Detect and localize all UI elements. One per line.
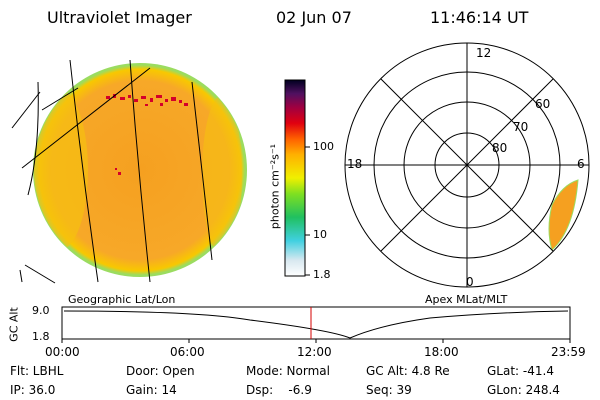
gain-info: Gain: 14 <box>126 383 177 397</box>
glon-info: GLon: 248.4 <box>487 383 560 397</box>
filter-info: Flt: LBHL <box>10 364 64 378</box>
colorbar <box>284 79 306 277</box>
time-label: 11:46:14 UT <box>430 8 529 27</box>
mlt-label-12: 12 <box>476 46 492 60</box>
altitude-plot <box>61 306 571 343</box>
uv-image-disk <box>33 63 247 277</box>
mlt-label-0: 0 <box>466 275 474 289</box>
lat-label-80: 80 <box>492 141 508 155</box>
geographic-grid <box>11 59 213 284</box>
date-label: 02 Jun 07 <box>276 8 352 27</box>
mlt-label-6: 6 <box>577 157 585 171</box>
ip-info: IP: 36.0 <box>10 383 56 397</box>
time-tick-0000: 00:00 <box>45 345 80 359</box>
altitude-tick-9-0: 9.0 <box>32 304 50 317</box>
altitude-axis-label: GC Alt <box>7 307 21 342</box>
mlt-label-18: 18 <box>347 157 363 171</box>
polar-plot <box>344 42 590 288</box>
time-tick-0600: 06:00 <box>170 345 205 359</box>
colorbar-ticks <box>305 146 310 276</box>
door-info: Door: Open <box>126 364 195 378</box>
lat-label-70: 70 <box>513 120 529 134</box>
colorbar-tick-100: 100 <box>313 140 334 153</box>
colorbar-tick-10: 10 <box>313 228 327 241</box>
geographic-grid-label: Geographic Lat/Lon <box>68 293 176 306</box>
glat-info: GLat: -41.4 <box>487 364 554 378</box>
colorbar-unit-label: photon cm⁻²s⁻¹ <box>268 143 282 230</box>
lat-label-60: 60 <box>535 97 551 111</box>
seq-info: Seq: 39 <box>366 383 412 397</box>
time-tick-1800: 18:00 <box>424 345 459 359</box>
time-tick-2359: 23:59 <box>551 345 586 359</box>
mode-info: Mode: Normal <box>246 364 330 378</box>
dsp-info: Dsp: -6.9 <box>246 383 312 397</box>
apex-grid-label: Apex MLat/MLT <box>425 293 508 306</box>
instrument-title: Ultraviolet Imager <box>47 8 192 27</box>
gc-alt-info: GC Alt: 4.8 Re <box>366 364 450 378</box>
altitude-tick-1-8: 1.8 <box>32 330 50 343</box>
colorbar-tick-1-8: 1.8 <box>313 268 331 281</box>
time-tick-1200: 12:00 <box>297 345 332 359</box>
